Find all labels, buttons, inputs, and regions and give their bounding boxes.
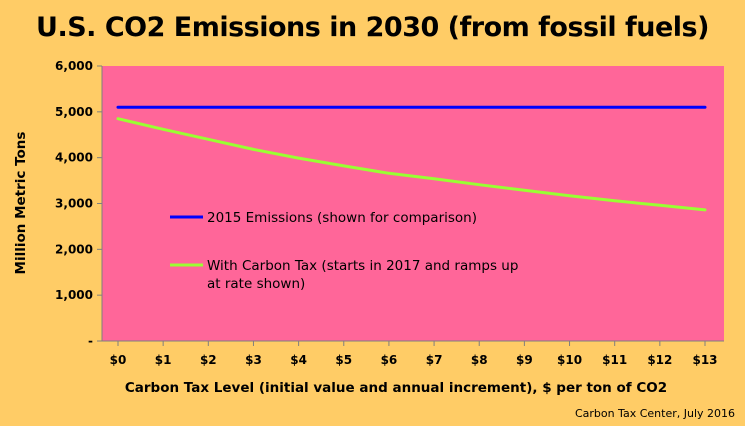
series-line-with-carbon-tax bbox=[116, 117, 707, 212]
x-tick-label: $10 bbox=[557, 353, 582, 367]
y-tick-label: 5,000 bbox=[55, 105, 93, 119]
y-tick-label: 1,000 bbox=[55, 288, 93, 302]
y-tick-label: 3,000 bbox=[55, 197, 93, 211]
x-tick-label: $5 bbox=[335, 353, 352, 367]
x-tick-label: $3 bbox=[245, 353, 262, 367]
plot-area bbox=[102, 66, 724, 341]
credit-note: Carbon Tax Center, July 2016 bbox=[574, 407, 735, 420]
x-tick-label: $4 bbox=[290, 353, 307, 367]
y-axis-title: Million Metric Tons bbox=[13, 132, 29, 275]
x-tick-label: $7 bbox=[426, 353, 443, 367]
legend-entry-with-carbon-tax: With Carbon Tax (starts in 2017 and ramp… bbox=[170, 258, 518, 292]
y-tick-label: - bbox=[88, 334, 93, 348]
legend-label: 2015 Emissions (shown for comparison) bbox=[207, 210, 477, 226]
x-tick-label: $8 bbox=[471, 353, 488, 367]
legend-entry-2015-emissions: 2015 Emissions (shown for comparison) bbox=[170, 210, 477, 226]
y-tick-label: 6,000 bbox=[55, 59, 93, 73]
x-tick-label: $13 bbox=[692, 353, 717, 367]
x-tick-label: $0 bbox=[110, 353, 127, 367]
x-tick-label: $11 bbox=[602, 353, 627, 367]
chart-title: U.S. CO2 Emissions in 2030 (from fossil … bbox=[36, 12, 709, 43]
x-axis-title: Carbon Tax Level (initial value and annu… bbox=[125, 380, 667, 396]
x-tick-label: $9 bbox=[516, 353, 533, 367]
x-tick-label: $6 bbox=[381, 353, 398, 367]
x-tick-label: $12 bbox=[647, 353, 672, 367]
x-tick-label: $1 bbox=[155, 353, 172, 367]
legend-label: at rate shown) bbox=[207, 276, 305, 292]
y-tick-label: 4,000 bbox=[55, 151, 93, 165]
legend-label: With Carbon Tax (starts in 2017 and ramp… bbox=[207, 258, 518, 274]
y-tick-label: 2,000 bbox=[55, 242, 93, 256]
x-tick-label: $2 bbox=[200, 353, 217, 367]
